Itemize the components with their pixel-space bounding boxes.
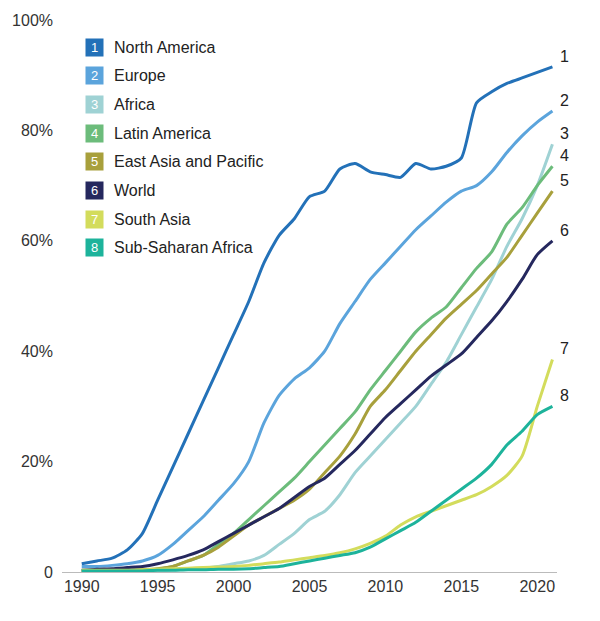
svg-text:7: 7	[91, 212, 98, 227]
svg-text:6: 6	[560, 222, 569, 239]
svg-text:3: 3	[91, 97, 98, 112]
svg-text:0: 0	[44, 564, 53, 581]
svg-text:1: 1	[560, 48, 569, 65]
svg-text:2005: 2005	[292, 578, 328, 595]
svg-text:North America: North America	[114, 39, 215, 56]
svg-text:4: 4	[91, 126, 98, 141]
svg-text:60%: 60%	[21, 232, 53, 249]
svg-text:Africa: Africa	[114, 96, 155, 113]
svg-text:3: 3	[560, 125, 569, 142]
svg-text:2020: 2020	[519, 578, 555, 595]
svg-text:2015: 2015	[444, 578, 480, 595]
svg-text:1: 1	[91, 40, 98, 55]
svg-text:2010: 2010	[368, 578, 404, 595]
svg-text:Europe: Europe	[114, 67, 166, 84]
svg-text:20%: 20%	[21, 453, 53, 470]
svg-text:1990: 1990	[64, 578, 100, 595]
svg-text:World: World	[114, 182, 156, 199]
svg-text:6: 6	[91, 183, 98, 198]
svg-text:2000: 2000	[216, 578, 252, 595]
svg-text:100%: 100%	[12, 12, 53, 29]
svg-text:Sub-Saharan Africa: Sub-Saharan Africa	[114, 239, 253, 256]
svg-text:East Asia and Pacific: East Asia and Pacific	[114, 153, 263, 170]
svg-text:8: 8	[91, 240, 98, 255]
svg-text:South Asia: South Asia	[114, 211, 191, 228]
svg-text:5: 5	[560, 172, 569, 189]
svg-text:4: 4	[560, 147, 569, 164]
svg-text:2: 2	[91, 68, 98, 83]
svg-text:40%: 40%	[21, 343, 53, 360]
svg-text:7: 7	[560, 340, 569, 357]
svg-text:8: 8	[560, 387, 569, 404]
svg-text:1995: 1995	[140, 578, 176, 595]
svg-text:5: 5	[91, 154, 98, 169]
svg-text:Latin America: Latin America	[114, 125, 211, 142]
svg-text:2: 2	[560, 92, 569, 109]
svg-text:80%: 80%	[21, 122, 53, 139]
